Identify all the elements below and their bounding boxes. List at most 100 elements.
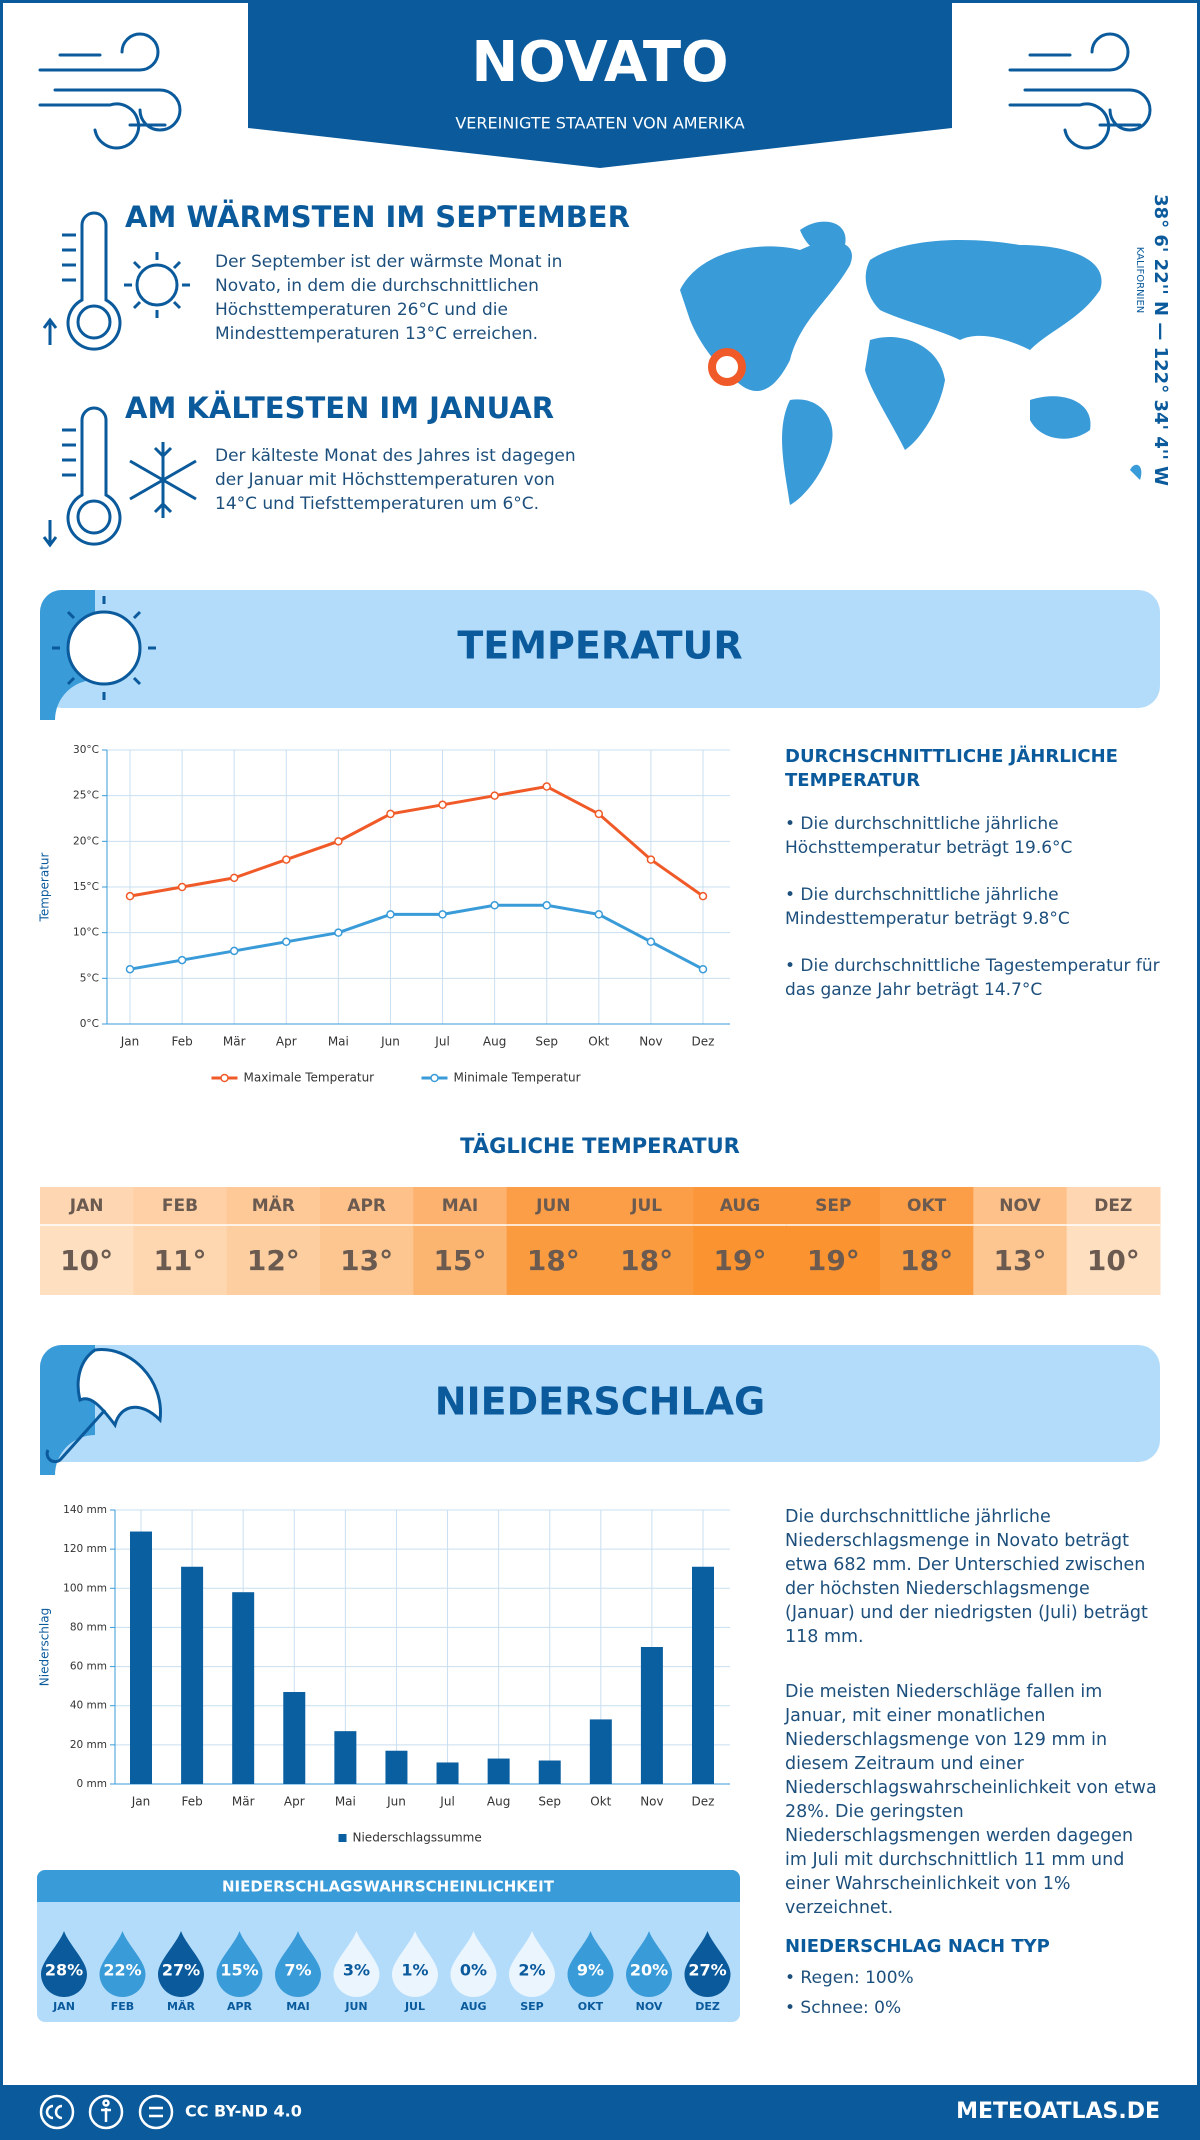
temperature-cell <box>40 1225 134 1295</box>
stat-item: • Die durchschnittliche jährliche Mindes… <box>785 885 1070 929</box>
x-tick-label: Apr <box>284 1795 305 1809</box>
probability-drop <box>684 1931 731 1997</box>
x-tick-label: Mai <box>328 1035 349 1049</box>
bar <box>385 1750 408 1784</box>
temperature-cell <box>506 1225 601 1295</box>
precipitation-paragraph: Die durchschnittliche jährliche Niedersc… <box>785 1507 1148 1647</box>
legend-marker <box>220 1073 229 1083</box>
data-point <box>334 928 343 937</box>
temperature-label: 13° <box>340 1244 393 1277</box>
x-tick-label: Dez <box>692 1035 715 1049</box>
data-point <box>386 809 395 819</box>
probability-drop <box>99 1931 146 1997</box>
world-map <box>680 221 1142 505</box>
x-tick-label: Mai <box>335 1795 356 1809</box>
warmest-text: Der September ist der wärmste Monat in N… <box>215 252 563 344</box>
temperature-cell <box>786 1225 881 1295</box>
data-point <box>438 800 447 810</box>
footer-bar <box>0 2085 1200 2140</box>
temperature-cell <box>320 1225 414 1295</box>
month-label: OKT <box>907 1196 947 1216</box>
data-point <box>698 964 708 974</box>
precipitation-title: NIEDERSCHLAG <box>435 1380 766 1424</box>
month-label: SEP <box>815 1196 851 1216</box>
line-series <box>129 903 704 971</box>
y-tick-label: 5°C <box>80 972 99 984</box>
y-tick-label: 40 mm <box>70 1700 107 1712</box>
x-tick-label: Nov <box>640 1795 663 1809</box>
temperature-cell <box>413 1225 508 1295</box>
data-point <box>229 946 239 956</box>
legend-marker <box>338 1834 347 1842</box>
wind-icon-right <box>1008 32 1152 150</box>
temperature-cell <box>133 1225 228 1295</box>
probability-label: 7% <box>284 1961 311 1980</box>
month-header-cell <box>40 1187 134 1225</box>
y-axis-label: Temperatur <box>38 852 52 922</box>
stat-item: • Die durchschnittliche Tagestemperatur … <box>785 956 1160 1000</box>
month-header-cell <box>506 1187 601 1225</box>
data-point <box>646 855 656 864</box>
y-tick-label: 120 mm <box>63 1543 107 1555</box>
temperature-cell <box>600 1225 694 1295</box>
x-tick-label: Mär <box>223 1035 246 1049</box>
month-label: NOV <box>999 1196 1041 1216</box>
data-point <box>334 837 343 846</box>
probability-label: 27% <box>162 1961 200 1980</box>
data-point <box>438 910 447 919</box>
temperature-label: 19° <box>714 1244 767 1277</box>
temperature-label: 18° <box>620 1244 673 1277</box>
y-tick-label: 20 mm <box>70 1739 107 1751</box>
probability-month: SEP <box>520 2000 544 2013</box>
x-tick-label: Mär <box>232 1795 255 1809</box>
probability-drop <box>509 1931 555 1997</box>
probability-month: JUL <box>404 2000 425 2013</box>
line-series <box>129 784 704 898</box>
probability-label: 20% <box>630 1961 668 1980</box>
probability-month: NOV <box>636 2000 663 2013</box>
data-point <box>646 937 656 947</box>
month-label: AUG <box>720 1196 760 1216</box>
bar <box>436 1762 459 1784</box>
probability-month: JUN <box>344 2000 367 2013</box>
temperature-cell <box>226 1225 321 1295</box>
month-header-cell <box>226 1187 321 1225</box>
y-tick-label: 30°C <box>73 744 99 756</box>
temperature-cell <box>973 1225 1068 1295</box>
data-point <box>542 782 551 791</box>
probability-label: 2% <box>518 1961 545 1980</box>
month-header-cell <box>413 1187 508 1225</box>
temperature-label: 19° <box>807 1244 860 1277</box>
probability-month: JAN <box>52 2000 75 2013</box>
data-point <box>282 937 291 947</box>
probability-drop <box>333 1931 380 1997</box>
x-tick-label: Jun <box>380 1035 400 1049</box>
data-point <box>177 882 187 892</box>
x-tick-label: Aug <box>487 1795 510 1809</box>
probability-month: OKT <box>578 2000 604 2013</box>
x-tick-label: Sep <box>535 1035 558 1049</box>
temperature-cell <box>1066 1225 1161 1295</box>
month-label: FEB <box>162 1196 198 1216</box>
y-tick-label: 140 mm <box>63 1504 107 1516</box>
x-tick-label: Dez <box>692 1795 715 1809</box>
probability-header <box>37 1870 740 1902</box>
bar <box>640 1647 663 1784</box>
temperature-label: 18° <box>900 1244 953 1277</box>
x-tick-label: Sep <box>538 1795 561 1809</box>
bar <box>232 1592 255 1784</box>
x-tick-label: Jun <box>386 1795 406 1809</box>
probability-title: NIEDERSCHLAGSWAHRSCHEINLICHKEIT <box>222 1878 555 1896</box>
data-point <box>698 891 708 901</box>
legend-label: Minimale Temperatur <box>454 1071 581 1085</box>
thermometer-warm-icon <box>42 211 190 351</box>
x-tick-label: Aug <box>483 1035 506 1049</box>
probability-drop <box>158 1931 204 1997</box>
probability-month: DEZ <box>695 2000 720 2013</box>
precipitation-type: • Schnee: 0% <box>785 1998 902 2018</box>
probability-month: MÄR <box>167 1999 195 2013</box>
probability-label: 0% <box>460 1961 487 1980</box>
temperature-cell <box>880 1225 974 1295</box>
